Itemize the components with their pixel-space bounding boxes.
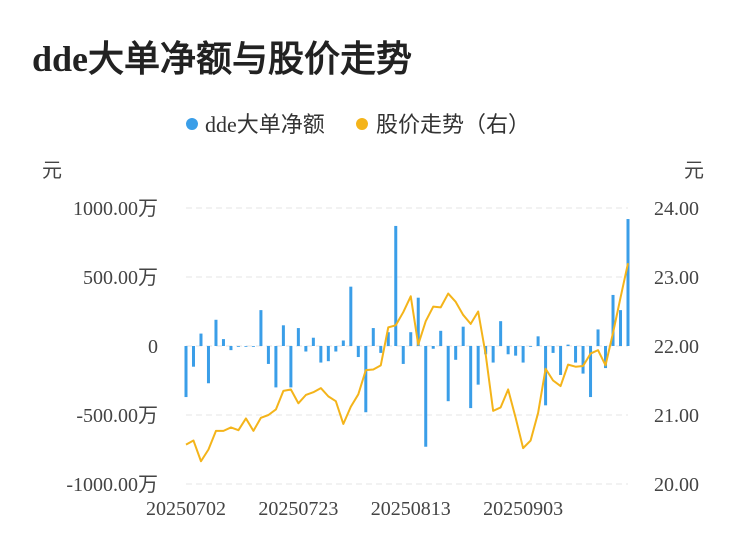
dde-bar <box>566 344 570 346</box>
dde-bar <box>394 225 398 346</box>
dde-bar <box>461 326 465 346</box>
y-left-unit-label: 元 <box>42 160 62 182</box>
y-right-unit-label: 元 <box>684 160 704 182</box>
dde-bar <box>244 346 248 347</box>
dde-bar <box>514 346 518 356</box>
dde-bar <box>386 332 390 346</box>
dde-bar <box>221 339 225 346</box>
dde-bar <box>491 346 495 363</box>
dde-bar <box>251 346 255 347</box>
dde-bar <box>364 346 368 413</box>
y-axis-left: 1000.00万 500.00万 0 -500.00万 -1000.00万 <box>66 198 158 496</box>
dde-bar <box>274 346 278 388</box>
dde-bar <box>506 346 510 355</box>
dde-bar <box>596 329 600 346</box>
dde-bar <box>304 346 308 352</box>
legend-marker-dde <box>186 118 198 130</box>
y-left-tick-label: -1000.00万 <box>66 474 158 496</box>
x-axis: 20250702 20250723 20250813 20250903 <box>146 498 563 520</box>
y-left-tick-label: 1000.00万 <box>73 198 158 220</box>
dde-bar <box>356 346 360 358</box>
legend: dde大单净额 股价走势（右） <box>186 112 530 137</box>
dde-bar <box>499 321 503 346</box>
dde-bar <box>544 346 548 406</box>
dde-bar <box>334 346 338 352</box>
x-tick-label: 20250723 <box>258 498 338 520</box>
dde-bar <box>551 346 555 353</box>
dde-bar <box>589 346 593 398</box>
dde-bar <box>199 333 203 346</box>
dde-bar <box>559 346 563 375</box>
dde-bar <box>281 325 285 346</box>
dde-bar <box>206 346 210 384</box>
dde-bar <box>536 336 540 346</box>
line-series <box>185 262 629 463</box>
dde-bar <box>259 310 263 346</box>
dde-bar <box>379 346 383 353</box>
dde-bar <box>266 346 270 364</box>
dde-bar <box>319 346 323 363</box>
dde-bar <box>446 346 450 402</box>
dde-bar <box>401 346 405 364</box>
dde-bar <box>409 332 413 346</box>
dde-bar <box>416 297 420 346</box>
legend-label-price: 股价走势（右） <box>376 112 530 137</box>
page-title: dde大单净额与股价走势 <box>32 39 413 79</box>
dde-bar <box>371 328 375 346</box>
legend-label-dde: dde大单净额 <box>205 112 325 137</box>
legend-marker-price <box>356 118 368 130</box>
y-left-tick-label: 0 <box>148 336 158 358</box>
dde-bar <box>289 346 293 388</box>
dde-bar <box>521 346 525 363</box>
x-tick-label: 20250702 <box>146 498 226 520</box>
x-tick-label: 20250813 <box>371 498 451 520</box>
dde-bar <box>424 346 428 447</box>
dde-bar <box>229 346 233 351</box>
dde-bar <box>214 319 218 346</box>
y-right-tick-label: 22.00 <box>654 336 699 358</box>
dde-bar <box>326 346 330 362</box>
bar-series <box>184 219 630 447</box>
dde-bar <box>581 346 585 374</box>
dde-bar <box>604 346 608 369</box>
y-right-tick-label: 23.00 <box>654 267 699 289</box>
y-axis-right: 24.00 23.00 22.00 21.00 20.00 <box>654 198 699 496</box>
dde-bar <box>236 346 240 347</box>
dde-bar <box>626 219 630 346</box>
x-tick-label: 20250903 <box>483 498 563 520</box>
dde-bar <box>349 286 353 346</box>
y-left-tick-label: -500.00万 <box>76 405 158 427</box>
y-right-tick-label: 24.00 <box>654 198 699 220</box>
dde-bar <box>611 294 615 346</box>
y-right-tick-label: 20.00 <box>654 474 699 496</box>
dde-bar <box>431 346 435 349</box>
dde-bar <box>476 346 480 385</box>
dde-bar <box>439 330 443 346</box>
dde-bar <box>191 346 195 367</box>
dde-bar <box>311 337 315 346</box>
price-line <box>185 262 629 463</box>
dde-bar <box>469 346 473 409</box>
dde-bar <box>574 346 578 363</box>
dde-bar <box>341 340 345 346</box>
y-right-tick-label: 21.00 <box>654 405 699 427</box>
dde-bar <box>454 346 458 360</box>
dde-bar <box>184 346 188 398</box>
y-left-tick-label: 500.00万 <box>83 267 158 289</box>
dde-bar <box>619 310 623 346</box>
dde-bar <box>529 346 533 347</box>
dde-bar <box>296 328 300 346</box>
